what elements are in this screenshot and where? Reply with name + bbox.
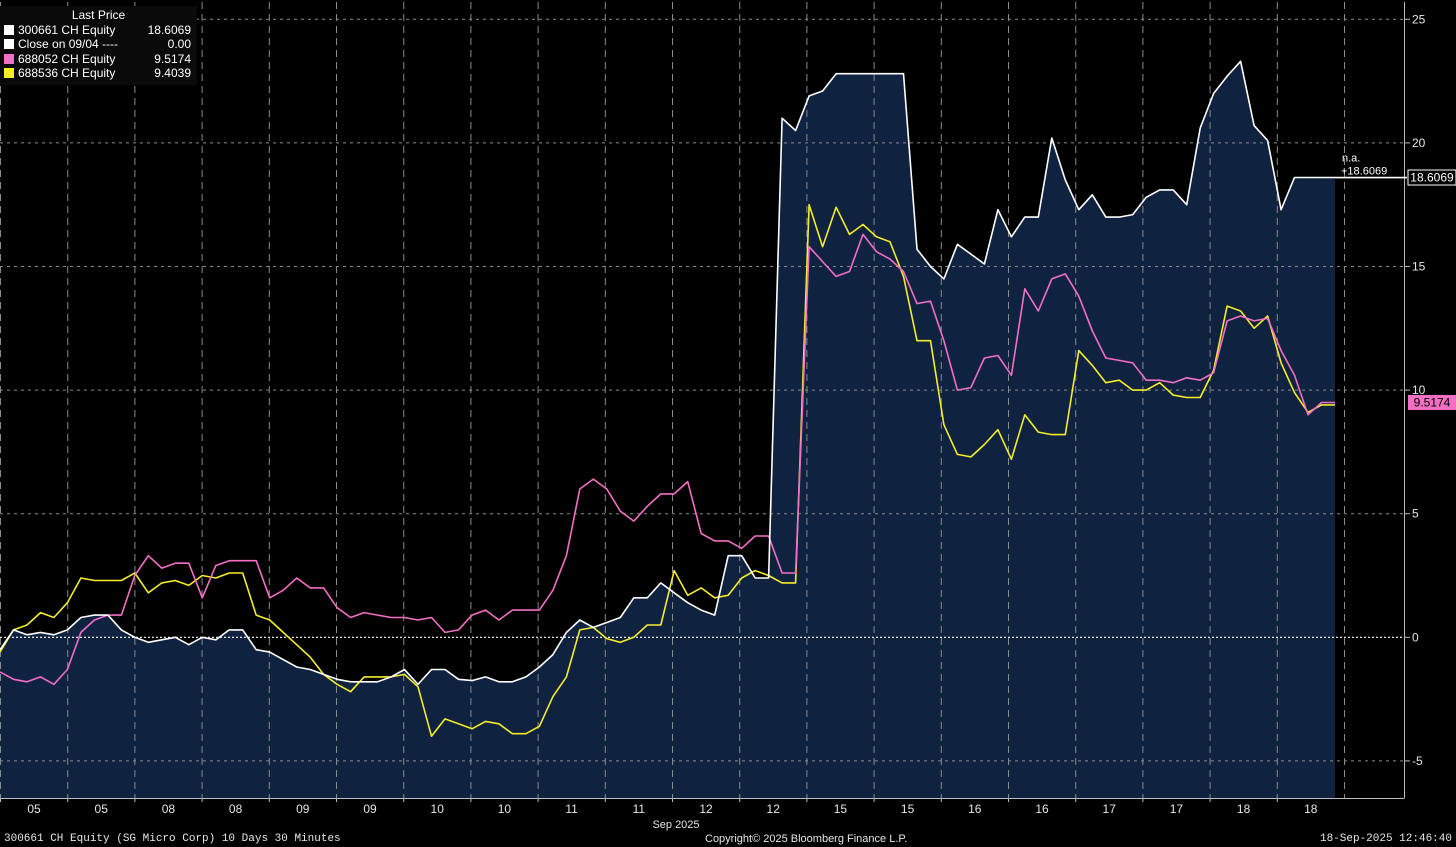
legend-entry-name: 300661 CH Equity — [18, 22, 116, 37]
legend-entry-name: Close on 09/04 ---- — [18, 37, 119, 51]
legend-swatch-pink — [4, 53, 14, 64]
x-tick-label: 17 — [1170, 802, 1184, 816]
x-tick-label: 10 — [431, 802, 445, 816]
x-tick-label: 09 — [363, 802, 377, 816]
series-area-fill — [0, 61, 1335, 799]
y-tick-label: -5 — [1412, 754, 1423, 768]
legend-entry-300661[interactable]: 300661 CH Equity 18.6069 — [0, 23, 197, 38]
series-layer — [0, 60, 1335, 737]
legend-swatch-yellow — [4, 68, 14, 78]
footer-security-description: 300661 CH Equity (SG Micro Corp) 10 Days… — [4, 833, 341, 845]
x-tick-label: 15 — [834, 802, 848, 816]
legend-swatch-white — [4, 39, 14, 49]
annotation-layer: n.a.+18.6069 18.6069 9.5174 — [1335, 153, 1456, 410]
x-tick-label: 18 — [1304, 802, 1318, 816]
x-tick-label: 09 — [296, 802, 310, 816]
footer-timestamp: 18-Sep-2025 12:46:40 — [1319, 833, 1452, 845]
series-line-688536 — [0, 203, 1335, 737]
axis-layer: 25 20 15 10 5 0 -5 05 05 08 08 09 09 10 10 11 11 12 12 15 15… — [0, 2, 1426, 831]
y-tick-label: 15 — [1412, 260, 1426, 274]
series-line-688052 — [0, 233, 1335, 686]
legend-entry-close[interactable]: Close on 09/04 ---- 0.00 — [0, 37, 197, 52]
y-tick-label: 5 — [1412, 507, 1419, 521]
y-tick-label: 20 — [1412, 136, 1426, 150]
pink-last-tag-box — [1408, 394, 1456, 410]
pink-last-tag-text: 9.5174 — [1414, 395, 1451, 409]
x-tick-label: 11 — [565, 802, 578, 816]
y-tick-label: 10 — [1412, 383, 1426, 397]
x-tick-label: 17 — [1103, 802, 1117, 816]
legend: Last Price 300661 CH Equity 18.6069 Clos… — [0, 6, 197, 85]
x-tick-label: 11 — [633, 802, 646, 816]
x-tick-label: 12 — [767, 802, 781, 816]
last-price-tag-box — [1407, 169, 1456, 186]
area-fill-layer — [0, 61, 1335, 799]
y-tick-label: 0 — [1412, 630, 1419, 644]
legend-header: Last Price — [71, 8, 126, 22]
x-axis-label: Sep 2025 — [652, 819, 699, 831]
legend-entry-value: 9.4039 — [154, 66, 191, 80]
last-change-label: +18.6069 — [1341, 166, 1387, 178]
x-tick-label: 12 — [699, 802, 713, 816]
na-label: n.a. — [1342, 153, 1360, 165]
x-tick-label: 05 — [95, 802, 109, 816]
legend-entry-688052[interactable]: 688052 CH Equity 9.5174 — [0, 52, 197, 67]
x-tick-label: 15 — [901, 802, 915, 816]
legend-entry-688536[interactable]: 688536 CH Equity 9.4039 — [0, 66, 197, 81]
x-tick-label: 16 — [968, 802, 982, 816]
legend-entry-value: 18.6069 — [147, 22, 191, 37]
legend-entry-value: 0.00 — [167, 37, 191, 51]
footer-copyright: Copyright© 2025 Bloomberg Finance L.P. — [705, 833, 908, 845]
legend-entry-value: 9.5174 — [154, 51, 191, 66]
grid-layer — [0, 2, 1404, 798]
x-tick-label: 10 — [498, 802, 512, 816]
x-tick-label: 08 — [162, 802, 176, 816]
y-tick-label: 25 — [1412, 12, 1426, 26]
series-line-300661 — [0, 60, 1335, 686]
legend-swatch-white — [4, 24, 14, 35]
x-tick-label: 05 — [27, 802, 41, 816]
last-price-tag-text: 18.6069 — [1410, 171, 1454, 185]
legend-entry-name: 688052 CH Equity — [18, 51, 116, 66]
x-tick-label: 08 — [229, 802, 243, 816]
x-tick-label: 18 — [1237, 802, 1251, 816]
legend-entry-name: 688536 CH Equity — [18, 66, 116, 80]
x-tick-label: 16 — [1035, 802, 1049, 816]
